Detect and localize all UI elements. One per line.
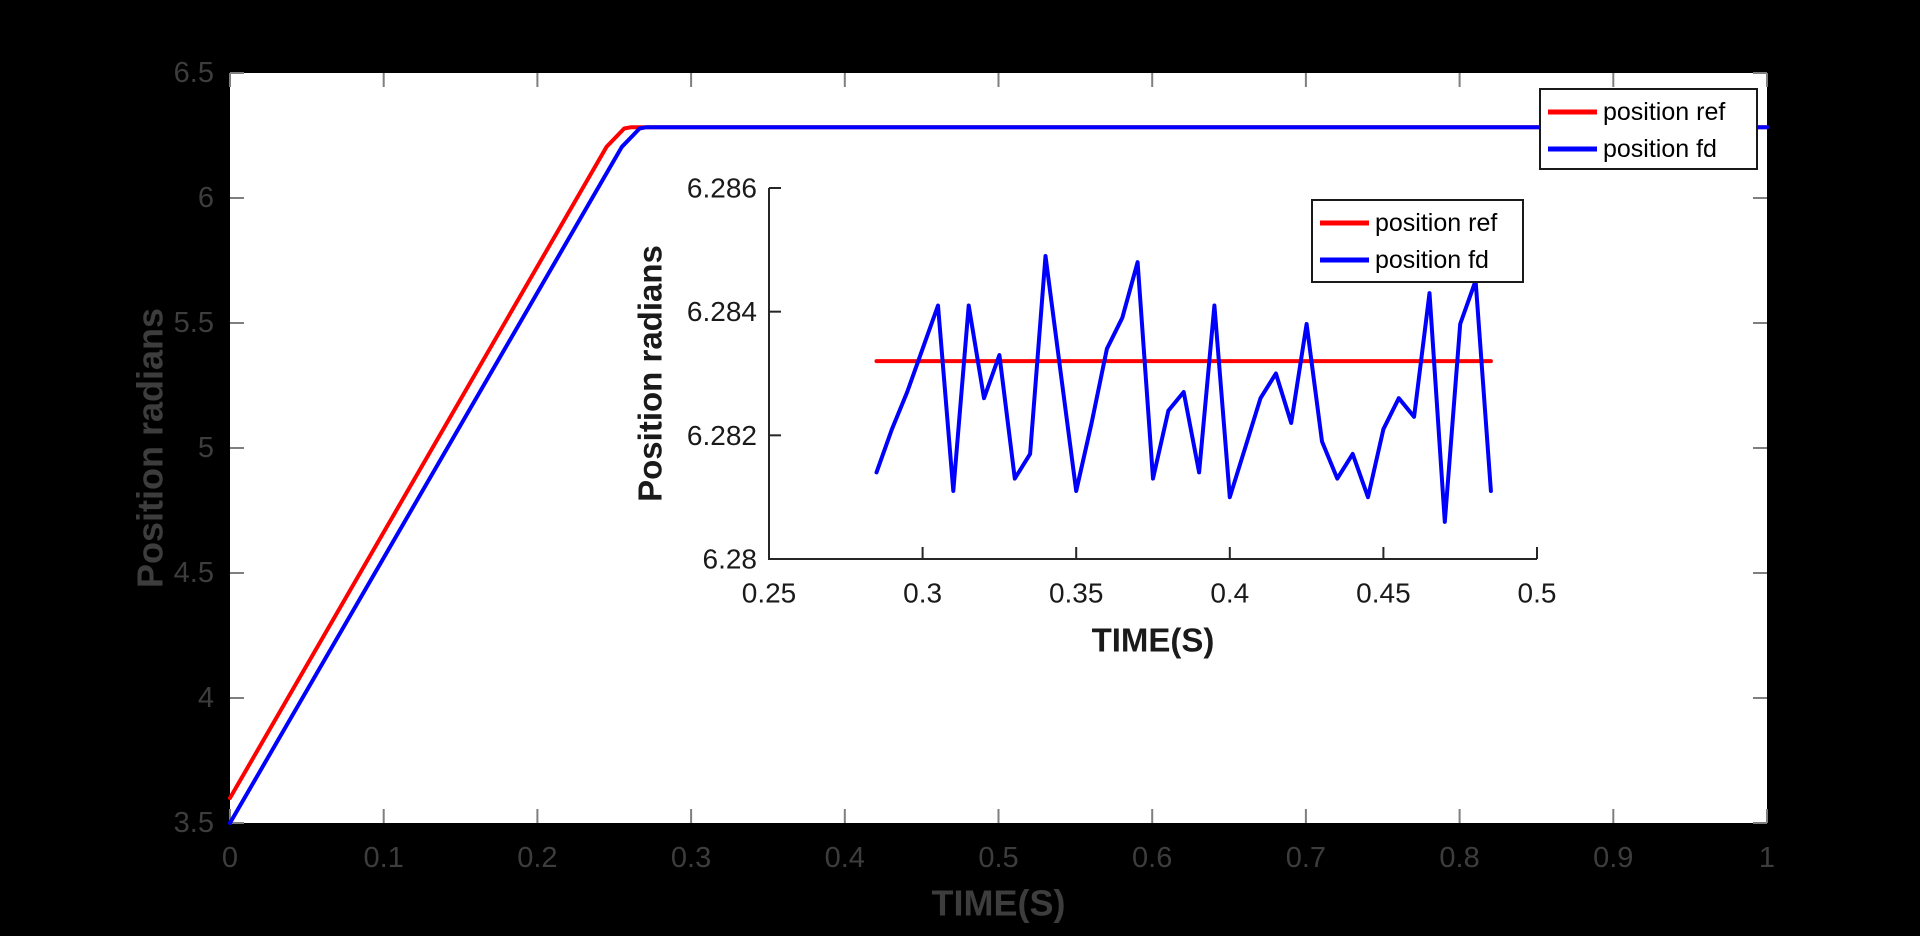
main-chart: 0 0.1 0.2 0.3 0.4 0.5 0.6 0.7 0.8 0.9 1 3.5 4 4.5 5 5.5…: [130, 57, 1776, 924]
main-x-tick-label: 0.2: [517, 842, 557, 874]
inset-x-tick-label: 0.45: [1356, 578, 1411, 609]
main-x-tick-label: 0: [222, 842, 238, 874]
main-series-group: [228, 125, 1769, 825]
inset-x-tick-label: 0.35: [1049, 578, 1104, 609]
inset-legend-label-position-ref: position ref: [1375, 209, 1497, 237]
main-y-tick-label: 4: [198, 682, 214, 714]
main-y-tick-label: 5.5: [174, 307, 214, 339]
main-plot-area: [230, 73, 1767, 823]
main-xlabel: TIME(S): [932, 883, 1066, 924]
inset-x-tick-label: 0.25: [742, 578, 797, 609]
main-y-tick-label: 4.5: [174, 557, 214, 589]
main-y-tick-label: 5: [198, 432, 214, 464]
main-x-tick-label: 1: [1759, 842, 1775, 874]
main-x-tick-label: 0.4: [825, 842, 865, 874]
inset-y-tick-labels: 6.28 6.282 6.284 6.286: [687, 173, 757, 575]
main-x-tick-label: 0.5: [978, 842, 1018, 874]
main-y-tick-label: 6: [198, 182, 214, 214]
main-legend-box: [1539, 88, 1758, 170]
main-x-tick-label: 0.6: [1132, 842, 1172, 874]
main-x-tick-labels: 0 0.1 0.2 0.3 0.4 0.5 0.6 0.7 0.8 0.9 1: [222, 842, 1775, 874]
inset-line-position-fd: [874, 254, 1493, 524]
main-tick-marks: [229, 72, 1768, 824]
inset-x-tick-labels: 0.25 0.3 0.35 0.4 0.45 0.5: [742, 578, 1557, 609]
main-x-tick-label: 0.8: [1439, 842, 1479, 874]
main-x-tick-label: 0.1: [364, 842, 404, 874]
inset-tick-marks: [768, 187, 1538, 560]
main-legend: position ref position fd: [1539, 88, 1758, 170]
inset-x-tick-label: 0.5: [1518, 578, 1557, 609]
main-ylabel: Position radians: [130, 308, 171, 588]
inset-series-group: [874, 254, 1493, 524]
main-line-position-fd: [228, 125, 1769, 825]
inset-ylabel: Position radians: [632, 245, 669, 502]
inset-y-tick-label: 6.286: [687, 173, 757, 204]
inset-x-tick-label: 0.4: [1210, 578, 1249, 609]
inset-x-tick-label: 0.3: [903, 578, 942, 609]
inset-chart: 0.25 0.3 0.35 0.4 0.45 0.5 6.28 6.282 6.284 6.286…: [632, 173, 1557, 659]
main-legend-label-position-ref: position ref: [1603, 98, 1725, 126]
inset-y-tick-label: 6.282: [687, 420, 757, 451]
inset-y-tick-label: 6.28: [703, 544, 758, 575]
inset-y-tick-label: 6.284: [687, 296, 757, 327]
main-x-tick-label: 0.9: [1593, 842, 1633, 874]
inset-legend-label-position-fd: position fd: [1375, 246, 1489, 274]
inset-xlabel: TIME(S): [1092, 622, 1215, 659]
inset-legend: position ref position fd: [1311, 199, 1524, 283]
main-legend-label-position-fd: position fd: [1603, 135, 1717, 163]
main-y-tick-label: 3.5: [174, 807, 214, 839]
main-y-tick-labels: 3.5 4 4.5 5 5.5 6 6.5: [174, 57, 214, 839]
main-x-tick-label: 0.7: [1286, 842, 1326, 874]
main-y-tick-label: 6.5: [174, 57, 214, 89]
inset-legend-box: [1311, 199, 1524, 283]
main-x-tick-label: 0.3: [671, 842, 711, 874]
